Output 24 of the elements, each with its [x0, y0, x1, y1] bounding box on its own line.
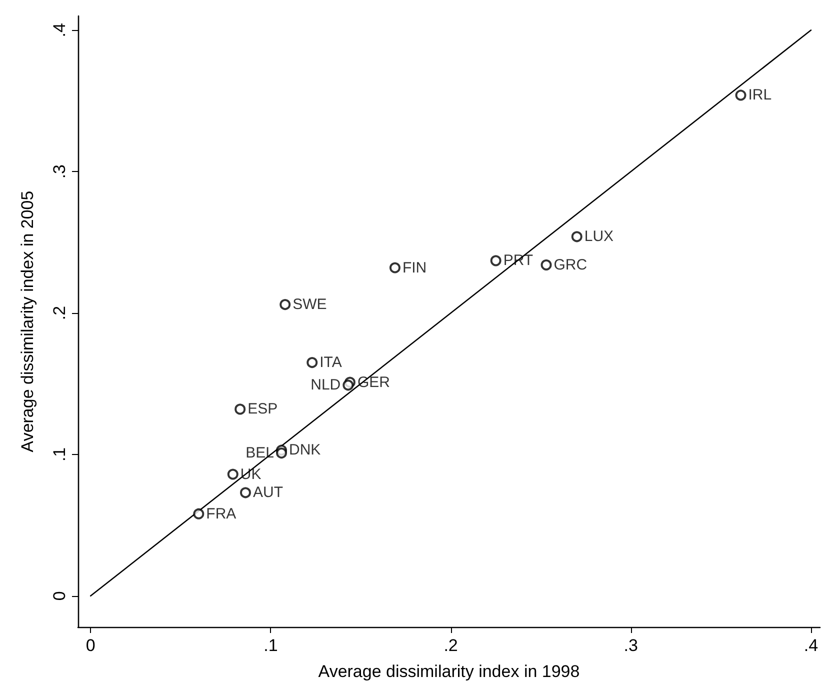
data-label: BEL	[246, 444, 274, 462]
data-label: ESP	[248, 400, 278, 418]
x-tick-label: .4	[804, 636, 818, 655]
data-label: DNK	[289, 442, 321, 459]
x-tick-label: 0	[86, 636, 96, 655]
data-label: LUX	[584, 228, 614, 246]
data-label: ITA	[320, 354, 342, 372]
data-label: IRL	[748, 86, 772, 104]
x-axis-title: Average dissimilarity index in 1998	[318, 662, 580, 681]
x-tick-label: .1	[264, 636, 278, 655]
y-axis-title: Average dissimilarity index in 2005	[18, 190, 37, 452]
x-tick-label: .2	[444, 636, 458, 655]
y-tick-label: 0	[50, 591, 69, 601]
data-label: FRA	[206, 505, 236, 522]
y-tick-label: .1	[50, 447, 69, 462]
data-label: NLD	[310, 376, 341, 394]
x-tick-label: .3	[624, 636, 638, 655]
data-label: FIN	[402, 259, 427, 276]
y-tick-label: .4	[50, 23, 69, 38]
data-label: GRC	[554, 256, 588, 274]
data-label: SWE	[292, 296, 327, 314]
y-tick-label: .3	[50, 164, 69, 179]
data-label: AUT	[252, 484, 283, 502]
y-tick-label: .2	[50, 306, 69, 320]
